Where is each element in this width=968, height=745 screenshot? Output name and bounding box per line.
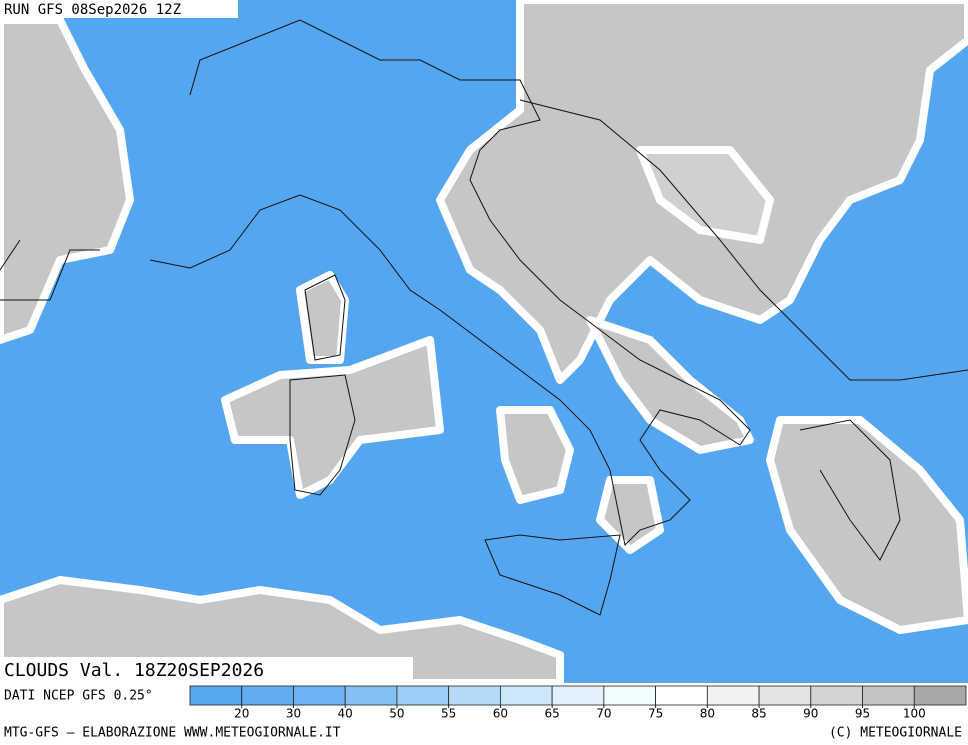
- legend-box: [862, 685, 915, 706]
- run-label: RUN GFS 08Sep2026 12Z: [4, 2, 181, 18]
- legend-box: [293, 685, 346, 706]
- run-label-box: [0, 0, 238, 18]
- legend-tick-label: 70: [596, 707, 611, 721]
- legend-tick-label: 75: [648, 707, 663, 721]
- legend-box: [189, 685, 243, 706]
- legend-tick-label: 60: [493, 707, 508, 721]
- legend-tick-label: 20: [234, 707, 249, 721]
- field-label-box: [0, 657, 413, 684]
- legend-box: [655, 685, 708, 706]
- footer-copyright: (C) METEOGIORNALE: [829, 726, 962, 741]
- footer-credit: MTG-GFS — ELABORAZIONE WWW.METEOGIORNALE…: [4, 726, 341, 741]
- legend-tick-label: 80: [700, 707, 715, 721]
- legend-tick-label: 65: [544, 707, 559, 721]
- legend-box: [448, 685, 501, 706]
- legend-box: [913, 685, 967, 706]
- legend-box: [344, 685, 398, 706]
- cloud-cover-areas: [0, 0, 968, 683]
- legend-tick-label: 40: [338, 707, 353, 721]
- legend-tick-label: 55: [441, 707, 456, 721]
- legend-box: [241, 685, 294, 706]
- legend-box: [758, 685, 812, 706]
- legend-box: [603, 685, 656, 706]
- legend-tick-label: 90: [803, 707, 818, 721]
- legend-tick-label: 95: [855, 707, 870, 721]
- legend-tick-label: 100: [903, 707, 926, 721]
- legend-box: [499, 685, 553, 706]
- color-legend: 20 30 40 50 55 60 65 70 75 80 85 90 95 100: [189, 685, 967, 721]
- coastlines-borders: [0, 19, 968, 616]
- legend-box: [396, 685, 450, 706]
- legend-tick-label: 85: [751, 707, 766, 721]
- source-label: DATI NCEP GFS 0.25°: [4, 689, 153, 704]
- legend-tick-label: 50: [389, 707, 404, 721]
- legend-box: [810, 685, 863, 706]
- legend-box: [706, 685, 760, 706]
- field-label: CLOUDS Val. 18Z20SEP2026: [4, 660, 264, 681]
- legend-box: [551, 685, 605, 706]
- legend-tick-label: 30: [286, 707, 301, 721]
